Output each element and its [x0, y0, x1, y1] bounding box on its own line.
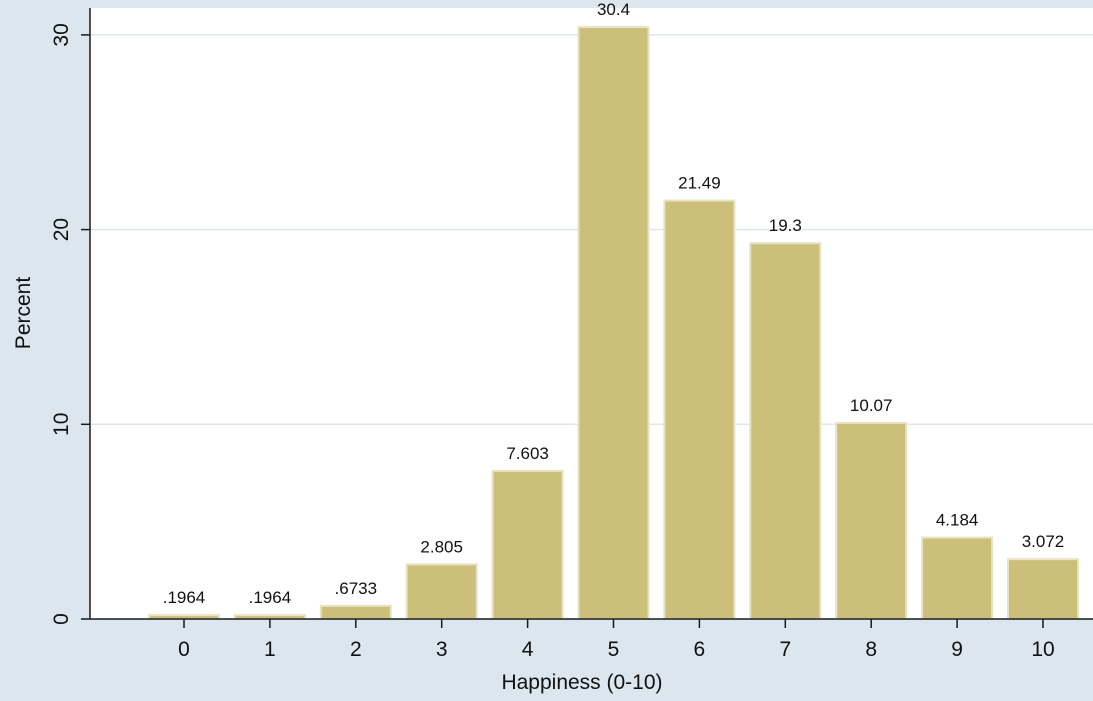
y-tick-label: 30: [50, 23, 73, 46]
data-label: 21.49: [678, 174, 721, 193]
x-tick-label: 7: [779, 638, 791, 661]
bar-3: [405, 563, 478, 621]
data-labels: .1964 .1964 .6733 2.805 7.603 30.4 21.49 19.3 10…: [163, 0, 1065, 607]
bar-9: [921, 536, 994, 621]
bar-5: [577, 26, 650, 620]
x-tick-label: 2: [350, 638, 362, 661]
bar-6: [663, 199, 736, 621]
x-tick-label: 6: [694, 638, 706, 661]
y-tick-label: 20: [50, 218, 73, 241]
x-axis-title: Happiness (0-10): [501, 671, 662, 694]
bar-2: [319, 604, 392, 621]
data-label: 10.07: [850, 396, 893, 415]
data-label: 2.805: [420, 537, 463, 556]
x-tick-label: 5: [608, 638, 620, 661]
x-tick-label: 10: [1031, 638, 1054, 661]
x-tick-label: 1: [264, 638, 276, 661]
x-tick-label: 3: [436, 638, 448, 661]
axes: 0 10 20 30 0 1 2 3 4 5 6 7 8 9 10: [50, 8, 1093, 661]
bar-4: [491, 469, 564, 621]
x-tick-label: 8: [865, 638, 877, 661]
data-label: 19.3: [769, 216, 802, 235]
data-label: .1964: [163, 588, 206, 607]
y-tick-label: 0: [50, 613, 73, 625]
x-tick-label: 9: [951, 638, 963, 661]
bars: [148, 26, 1079, 621]
bar-10: [1007, 558, 1079, 621]
x-tick-label: 4: [522, 638, 534, 661]
data-label: .1964: [249, 588, 292, 607]
y-axis-title: Percent: [12, 277, 35, 350]
x-tick-label: 0: [178, 638, 190, 661]
y-tick-label: 10: [50, 413, 73, 436]
data-label: 7.603: [506, 444, 549, 463]
data-label: 30.4: [597, 0, 630, 19]
bar-8: [835, 421, 908, 620]
data-label: 4.184: [936, 511, 979, 530]
data-label: .6733: [335, 579, 378, 598]
bar-7: [749, 242, 822, 620]
data-label: 3.072: [1022, 532, 1065, 551]
